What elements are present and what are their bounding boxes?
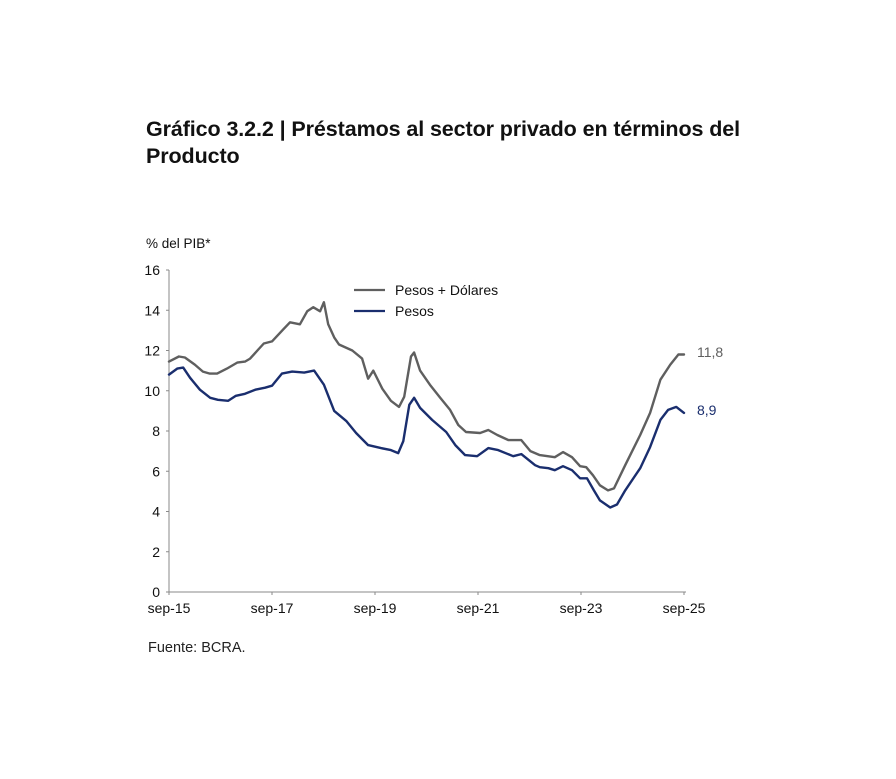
y-tick-label: 4 [152,504,160,520]
axes: 0 2 4 6 8 10 12 14 16 sep-15 sep-17 sep-19 sep-21 sep… [144,262,705,616]
legend: Pesos + Dólares Pesos [354,282,498,319]
y-tick-label: 6 [152,463,160,479]
y-tick-label: 16 [144,262,160,278]
y-axis-label: % del PIB* [146,236,211,251]
end-labels: 11,8 8,9 [697,344,723,418]
y-tick-label: 12 [144,343,160,359]
x-tick-label: sep-21 [457,600,500,616]
y-tick-label: 2 [152,544,160,560]
y-tick-label: 8 [152,423,160,439]
y-tick-label: 14 [144,302,160,318]
end-value-label: 11,8 [697,344,723,360]
chart-title: Gráfico 3.2.2 | Préstamos al sector priv… [146,117,740,168]
x-tick-label: sep-17 [251,600,294,616]
series-line-pesos [167,366,686,509]
x-tick-label: sep-23 [560,600,603,616]
source-note: Fuente: BCRA. [148,640,246,656]
y-tick-label: 0 [152,584,160,600]
legend-label: Pesos [395,303,434,319]
legend-label: Pesos + Dólares [395,282,498,298]
x-tick-label: sep-25 [663,600,706,616]
end-value-label: 8,9 [697,402,717,418]
x-tick-label: sep-19 [354,600,397,616]
y-tick-label: 10 [144,383,160,399]
series-lines [167,301,686,509]
x-tick-label: sep-15 [148,600,191,616]
series-line-pesos-dolares [167,301,686,492]
